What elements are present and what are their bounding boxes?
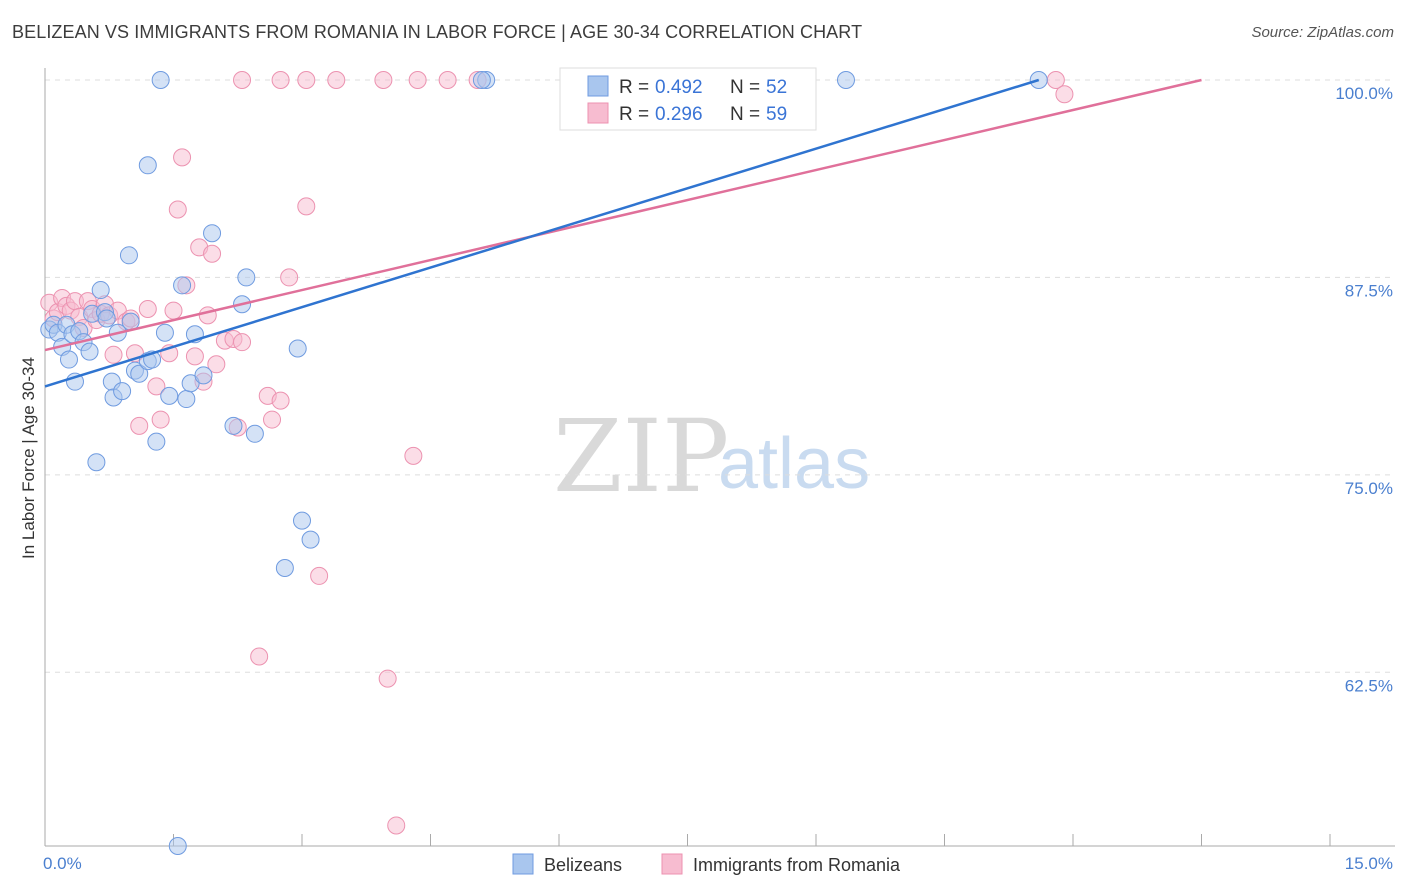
belizean-point: [97, 309, 116, 328]
chart-title: BELIZEAN VS IMMIGRANTS FROM ROMANIA IN L…: [12, 22, 863, 42]
romania-point: [198, 306, 217, 325]
legend-n-value-belizeans: 52: [766, 77, 787, 98]
bottom-legend-swatch-romania: [661, 853, 683, 875]
x-tick-label-max: 15.0%: [1345, 854, 1393, 873]
romania-point: [297, 197, 316, 216]
romania-point: [147, 377, 166, 396]
y-tick-label: 100.0%: [1335, 84, 1393, 103]
romania-point: [104, 345, 123, 364]
y-tick-label: 75.0%: [1345, 479, 1393, 498]
belizean-point: [288, 339, 307, 358]
romania-point: [404, 446, 423, 465]
gridlines: [45, 79, 1395, 673]
romania-point: [271, 71, 290, 89]
romania-point: [378, 669, 397, 688]
belizean-point: [237, 268, 256, 287]
romania-point: [327, 71, 346, 89]
romania-point: [250, 647, 269, 666]
belizean-point: [168, 837, 187, 855]
romania-trend-line: [44, 78, 1202, 352]
romania-point: [1055, 85, 1074, 104]
x-tick-label-min: 0.0%: [43, 854, 82, 873]
romania-point: [164, 301, 183, 320]
belizean-point: [113, 382, 132, 401]
romania-point: [438, 71, 457, 89]
y-axis-label: In Labor Force | Age 30-34: [19, 357, 38, 559]
romania-point: [408, 71, 427, 89]
belizean-point: [275, 559, 294, 578]
source-credit: Source: ZipAtlas.com: [1251, 24, 1394, 41]
legend-r-label-romania: R =: [619, 104, 649, 125]
romania-point: [207, 355, 226, 374]
belizean-point: [836, 71, 855, 89]
legend-n-label-romania: N =: [730, 104, 760, 125]
bottom-legend-label-romania: Immigrants from Romania: [693, 855, 901, 875]
romania-point: [310, 566, 329, 585]
romania-point: [173, 148, 192, 167]
y-tick-label: 87.5%: [1345, 281, 1393, 300]
watermark-atlas: atlas: [718, 424, 870, 504]
belizean-point: [80, 342, 99, 361]
romania-point: [280, 268, 299, 287]
romania-point: [203, 244, 222, 263]
belizean-point: [245, 424, 264, 443]
legend-r-label-belizeans: R =: [619, 77, 649, 98]
romania-point: [185, 347, 204, 366]
romania-point: [233, 71, 252, 89]
belizean-point: [138, 156, 157, 175]
belizean-point: [203, 224, 222, 243]
x-axis-ticks: [44, 834, 1331, 846]
bottom-legend-label-belizeans: Belizeans: [544, 855, 622, 875]
belizean-point: [472, 71, 491, 89]
watermark-zip: ZIP: [553, 398, 729, 515]
belizean-point: [293, 511, 311, 530]
romania-point: [168, 200, 187, 219]
romania-point: [233, 333, 252, 352]
legend-n-label-belizeans: N =: [730, 77, 760, 98]
y-tick-label: 62.5%: [1345, 676, 1393, 695]
trend-lines: [44, 78, 1202, 388]
romania-point: [297, 71, 316, 89]
belizean-point: [147, 432, 166, 451]
belizean-point: [155, 323, 174, 342]
belizean-point: [87, 453, 106, 472]
romania-point: [271, 391, 290, 410]
belizean-point: [301, 530, 320, 549]
belizean-point: [91, 281, 110, 300]
legend-swatch-belizeans: [587, 75, 609, 97]
series-legend: Belizeans Immigrants from Romania: [512, 853, 901, 875]
y-axis-tick-labels: 62.5% 75.0% 87.5% 100.0%: [1335, 84, 1393, 695]
romania-point: [374, 71, 393, 89]
belizean-point: [224, 416, 243, 435]
romania-point: [387, 816, 406, 835]
series-belizeans-points: [40, 71, 1048, 855]
legend-r-value-belizeans: 0.492: [655, 77, 703, 98]
romania-point: [130, 416, 149, 435]
stats-legend: R = 0.492 N = 52 R = 0.296 N = 59: [559, 67, 817, 131]
belizean-point: [130, 364, 149, 383]
romania-point: [263, 410, 282, 429]
legend-r-value-romania: 0.296: [655, 104, 703, 125]
bottom-legend-swatch-belizeans: [512, 853, 534, 875]
belizean-point: [119, 246, 138, 265]
belizean-point: [181, 374, 200, 393]
belizean-point: [173, 276, 192, 295]
legend-n-value-romania: 59: [766, 104, 787, 125]
belizean-point: [160, 386, 179, 405]
romania-point: [151, 410, 170, 429]
belizean-point: [177, 390, 196, 409]
belizean-point: [151, 71, 170, 89]
legend-swatch-romania: [587, 102, 609, 124]
belizean-point: [59, 350, 78, 369]
belizeans-trend-line: [44, 78, 1040, 388]
belizean-point: [194, 366, 213, 385]
romania-point: [138, 300, 157, 319]
